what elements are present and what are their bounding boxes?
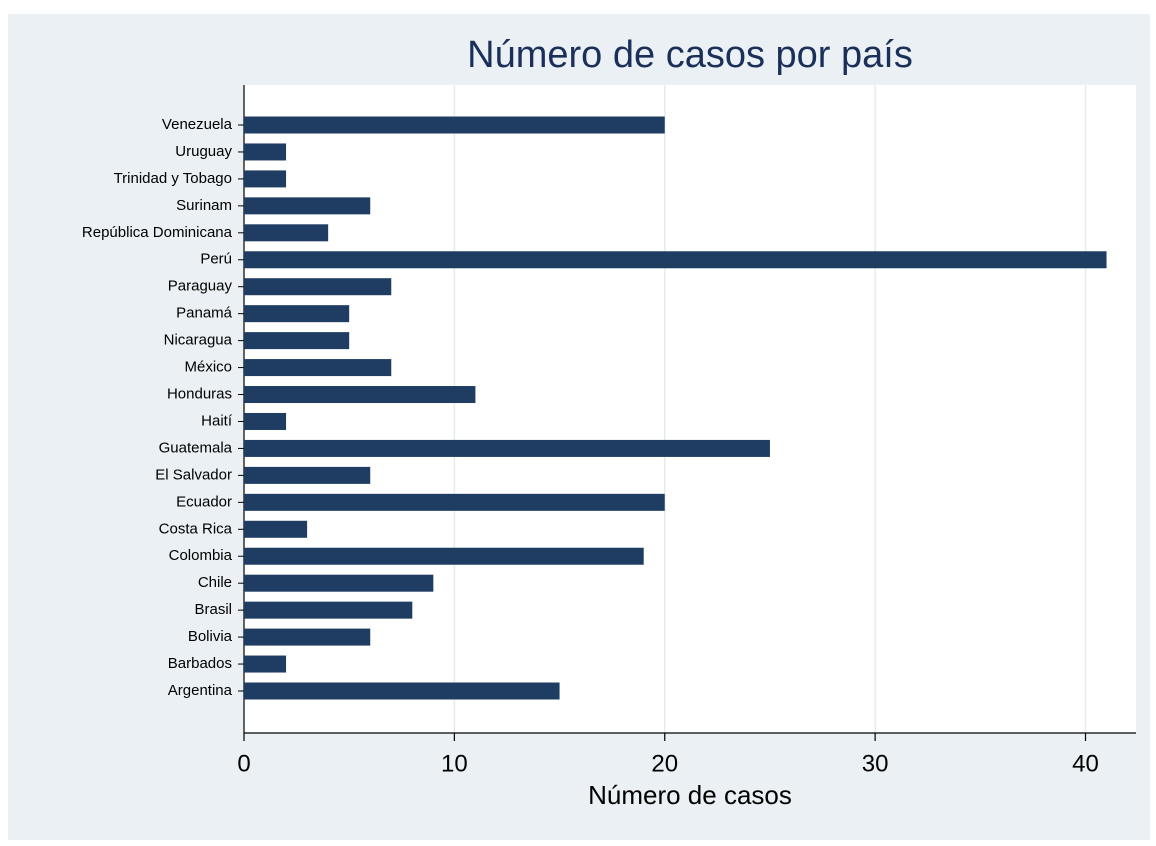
bar (244, 251, 1107, 269)
plot-area (244, 85, 1136, 733)
y-tick-label: Bolivia (188, 628, 233, 645)
bar (244, 359, 392, 377)
y-tick-label: Honduras (167, 385, 232, 402)
bar (244, 520, 308, 538)
y-tick-label: Guatemala (159, 439, 233, 456)
bar (244, 439, 770, 457)
y-tick-label: República Dominicana (82, 224, 233, 241)
y-tick-label: Nicaragua (164, 332, 233, 349)
x-tick-label: 20 (651, 750, 678, 777)
x-tick-label: 40 (1072, 750, 1099, 777)
y-tick-label: Chile (198, 574, 232, 591)
bar (244, 278, 392, 296)
bar (244, 386, 476, 404)
bar (244, 628, 371, 646)
y-tick-label: Argentina (168, 682, 233, 699)
y-tick-label: Panamá (176, 305, 233, 322)
y-tick-label: Ecuador (176, 493, 232, 510)
bar (244, 655, 287, 673)
bar (244, 332, 350, 350)
y-tick-label: Costa Rica (159, 520, 233, 537)
y-tick-label: México (184, 359, 232, 376)
x-axis-title: Número de casos (588, 780, 792, 810)
bar (244, 143, 287, 161)
bar (244, 466, 371, 484)
y-tick-label: Paraguay (168, 278, 233, 295)
y-tick-label: Brasil (194, 601, 232, 618)
y-tick-label: Uruguay (175, 143, 232, 160)
y-tick-label: El Salvador (155, 466, 232, 483)
bar (244, 601, 413, 619)
x-tick-label: 30 (862, 750, 889, 777)
y-tick-label: Trinidad y Tobago (114, 170, 232, 187)
y-tick-label: Venezuela (162, 116, 233, 133)
y-tick-label: Surinam (176, 197, 232, 214)
bar (244, 412, 287, 430)
bar (244, 547, 644, 565)
y-tick-label: Haití (201, 412, 233, 429)
x-tick-label: 10 (441, 750, 468, 777)
bar (244, 116, 665, 134)
bar (244, 305, 350, 323)
bar (244, 493, 665, 511)
y-tick-label: Barbados (168, 655, 232, 672)
x-tick-label: 0 (237, 750, 250, 777)
bar (244, 170, 287, 188)
bar (244, 574, 434, 592)
y-tick-label: Perú (200, 251, 232, 268)
chart-title: Número de casos por país (467, 34, 913, 76)
bar (244, 197, 371, 215)
bar (244, 682, 560, 700)
bar (244, 224, 329, 242)
y-tick-label: Colombia (169, 547, 233, 564)
